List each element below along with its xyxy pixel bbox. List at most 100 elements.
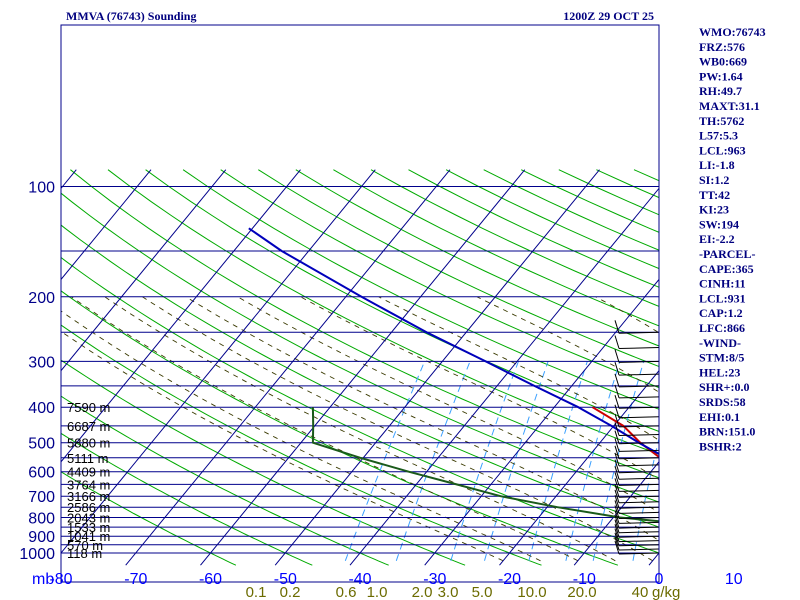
index-item: CINH:11 <box>699 277 746 291</box>
mixing-ratio-label: 10.0 <box>517 584 546 600</box>
wind-barb <box>614 413 659 428</box>
wind-barb <box>614 484 659 498</box>
wind-barb <box>614 320 659 334</box>
x-tick-label: -80 <box>49 571 72 588</box>
index-item: SW:194 <box>699 217 739 231</box>
isotherm-line <box>274 169 600 566</box>
index-item: CAPE:365 <box>699 262 754 276</box>
mixing-ratio-line <box>565 361 621 561</box>
y-tick-label: 100 <box>28 180 55 197</box>
height-label: 4409 m <box>67 465 110 480</box>
wind-barb <box>614 505 659 519</box>
mixing-ratio-label: 0.1 <box>246 584 267 600</box>
wind-barb <box>614 478 659 492</box>
dry-adiabat-line <box>107 169 659 455</box>
dry-adiabat-line <box>145 169 659 432</box>
wind-barb <box>614 349 659 363</box>
index-item: KI:23 <box>699 203 729 217</box>
y-tick-label: 600 <box>28 465 55 482</box>
wind-barb <box>614 500 659 514</box>
isotherm-line <box>349 187 659 566</box>
x-axis-prefix: mb <box>32 571 54 588</box>
height-label: 6687 m <box>67 419 110 434</box>
index-item: TH:5762 <box>699 114 744 128</box>
wind-barb <box>614 361 659 376</box>
index-item: LI:-1.8 <box>699 158 735 172</box>
wind-barb <box>614 532 659 547</box>
wind-barb <box>614 395 659 409</box>
isotherm-line <box>61 169 152 281</box>
x-tick-label: -60 <box>199 571 222 588</box>
temperature-trace-line <box>248 227 659 456</box>
dry-adiabat-line <box>61 395 389 566</box>
dry-adiabat-line <box>61 256 659 554</box>
height-label: 5880 m <box>67 436 110 451</box>
index-item: BSHR:2 <box>699 439 742 453</box>
mixing-ratio-line <box>395 361 471 561</box>
index-item: HEL:23 <box>699 365 740 379</box>
mixing-ratio-label: 0.2 <box>280 584 301 600</box>
mixing-ratio-line <box>484 361 549 561</box>
wind-barb <box>614 445 659 460</box>
mixing-ratio-label: 20.0 <box>567 584 596 600</box>
y-tick-label: 700 <box>28 489 55 506</box>
index-item: RH:49.7 <box>699 84 742 98</box>
index-item: EI:-2.2 <box>699 232 735 246</box>
mixing-ratio-label: 40 <box>632 584 649 600</box>
wind-barb <box>614 438 659 452</box>
x-tick-label: -30 <box>423 571 446 588</box>
mixing-ratio-label: 3.0 <box>438 584 459 600</box>
wind-barb <box>614 373 659 388</box>
moist-adiabat-line <box>71 296 579 562</box>
chart-title: MMVA (76743) Sounding <box>66 9 196 23</box>
wind-barb <box>614 335 659 349</box>
y-tick-label: 400 <box>28 400 55 417</box>
wind-barb <box>614 519 659 534</box>
dry-adiabat-line <box>182 169 659 410</box>
index-item: FRZ:576 <box>699 40 745 54</box>
isotherm-line <box>573 460 659 566</box>
index-item: PW:1.64 <box>699 69 743 83</box>
mixing-ratio-unit: g/kg <box>652 584 680 600</box>
mixing-ratio-label: 5.0 <box>472 584 493 600</box>
height-label: 1533 m <box>67 520 110 535</box>
wind-barb <box>614 495 659 509</box>
height-label: 5111 m <box>67 451 108 466</box>
mixing-ratio-line <box>344 361 426 561</box>
height-label: 2586 m <box>67 500 110 515</box>
wind-barb <box>614 422 659 436</box>
dry-adiabat-line <box>70 169 659 479</box>
index-item: L57:5.3 <box>699 129 738 143</box>
dry-adiabat-line <box>220 169 659 389</box>
index-item: MAXT:31.1 <box>699 99 760 113</box>
x-tick-label: 10 <box>725 571 743 588</box>
moist-adiabat-line <box>185 296 659 542</box>
y-tick-label: 800 <box>28 511 55 528</box>
isotherm-line <box>125 169 451 566</box>
moist-adiabat-line <box>237 296 659 514</box>
dry-adiabat-line <box>295 169 659 347</box>
index-item: TT:42 <box>699 188 730 202</box>
y-tick-label: 200 <box>28 290 55 307</box>
mixing-ratio-label: 2.0 <box>412 584 433 600</box>
plot-frame <box>60 24 660 583</box>
index-item: SHR+:0.0 <box>699 380 750 394</box>
x-tick-label: -10 <box>573 571 596 588</box>
moist-adiabat-line <box>142 296 653 562</box>
mixing-ratio-line <box>592 361 645 561</box>
index-item: EHI:0.1 <box>699 410 740 424</box>
x-tick-label: -40 <box>348 571 371 588</box>
wind-barb <box>614 459 659 474</box>
index-item: BRN:151.0 <box>699 425 755 439</box>
index-item: WB0:669 <box>699 55 747 69</box>
wind-barb <box>614 540 659 555</box>
dry-adiabat-line <box>61 192 659 503</box>
wind-barb <box>614 510 659 524</box>
isotherm-line <box>499 369 659 566</box>
wind-barb <box>614 524 659 538</box>
y-tick-label: 1000 <box>19 546 55 563</box>
wind-barb <box>614 404 659 419</box>
wind-barb <box>614 489 659 504</box>
chart-datetime: 1200Z 29 OCT 25 <box>563 9 654 23</box>
